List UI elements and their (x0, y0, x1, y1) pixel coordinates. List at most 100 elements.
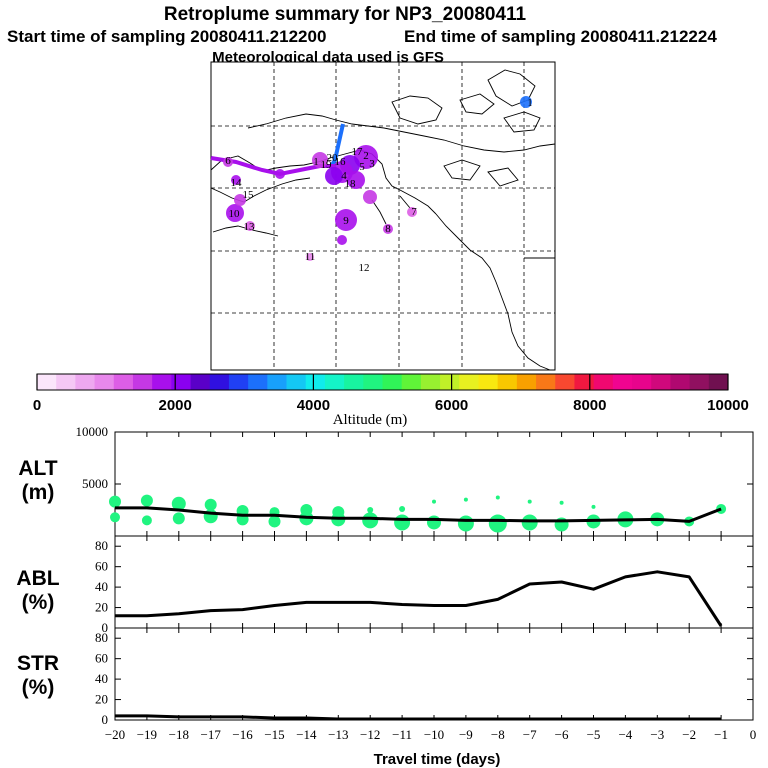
day-label: 17 (352, 146, 364, 158)
colorbar-swatch (651, 374, 671, 390)
panel-frame (114, 535, 754, 629)
colorbar-swatch (536, 374, 556, 390)
end-time-label: End time of sampling 20080411.212224 (404, 27, 717, 46)
altitude-scatter-point (591, 504, 596, 509)
altitude-scatter-point (427, 515, 441, 530)
plume-centroid (335, 209, 357, 231)
colorbar-swatch (113, 374, 134, 390)
series-line (115, 506, 722, 523)
altitude-scatter-point (399, 505, 406, 512)
x-tick-label: −16 (232, 727, 253, 742)
panel-label: STR (17, 652, 59, 675)
start-time-label: Start time of sampling 20080411.212200 (7, 27, 326, 46)
x-tick-label: −15 (264, 727, 284, 742)
day-label: 11 (305, 251, 316, 263)
x-tick-label: −19 (137, 727, 157, 742)
day-label: 8 (385, 223, 391, 235)
y-tick-label: 80 (95, 538, 108, 553)
y-tick-label: 60 (95, 559, 108, 574)
altitude-scatter-point (141, 515, 152, 526)
colorbar-swatch (267, 374, 287, 390)
plume-centroids (210, 96, 532, 261)
day-label: 10 (229, 208, 241, 220)
colorbar-swatch (612, 374, 633, 390)
colorbar-swatch (593, 374, 614, 390)
map-coastlines (210, 69, 556, 371)
colorbar-swatch (689, 374, 710, 390)
plume-centroid (223, 157, 233, 167)
altitude-scatter-point (394, 514, 411, 531)
altitude-scatter-point (457, 515, 474, 532)
series-line (115, 714, 722, 721)
x-tick-label: −4 (618, 727, 632, 742)
plume-centroid (407, 207, 417, 217)
colorbar-tick-label: 4000 (297, 397, 330, 414)
x-tick-label: −6 (555, 727, 569, 742)
x-tick-label: −9 (459, 727, 473, 742)
plume-centroid (306, 253, 314, 261)
abl-panel: 0 20 40 60 80 ABL(%) (16, 535, 754, 635)
x-tick-label: −2 (682, 727, 696, 742)
colorbar-swatch (555, 374, 575, 390)
colorbar-label: Altitude (m) (333, 412, 408, 428)
day-label: 4 (341, 170, 347, 182)
day-label: 2 (363, 150, 369, 162)
panel-frame (114, 627, 754, 721)
plume-centroid (383, 224, 393, 234)
day-label: 9 (343, 215, 349, 227)
colorbar-swatch (574, 374, 595, 390)
colorbar-swatch (459, 374, 479, 390)
altitude-scatter-point (140, 494, 153, 507)
altitude-scatter-point (432, 499, 436, 504)
day-label: 7 (411, 206, 417, 218)
panel-unit: (%) (22, 676, 55, 699)
altitude-colorbar (36, 373, 729, 391)
x-tick-label: −3 (650, 727, 664, 742)
x-tick-label: −14 (296, 727, 317, 742)
colorbar-swatch (190, 374, 211, 390)
altitude-scatter-point (172, 512, 185, 525)
colorbar-swatch (497, 374, 518, 390)
altitude-scatter-point (109, 495, 121, 508)
colorbar-swatch (75, 374, 95, 390)
plume-centroid (231, 175, 241, 185)
colorbar-swatch (171, 374, 191, 390)
plume-centroid (337, 235, 347, 245)
x-tick-label: −12 (360, 727, 380, 742)
y-tick-label: 40 (95, 671, 108, 686)
day-label: 13 (244, 221, 256, 233)
y-tick-label: 40 (95, 579, 108, 594)
y-tick-label: 0 (102, 712, 109, 727)
panel-label: ALT (18, 457, 57, 480)
day-label: 16 (335, 156, 347, 168)
day-label: 6 (225, 155, 231, 167)
x-tick-label: −13 (328, 727, 348, 742)
colorbar-tick-label: 10000 (707, 397, 749, 414)
colorbar-swatch (344, 374, 364, 390)
x-tick-label: −18 (169, 727, 189, 742)
plume-centroid (363, 190, 377, 204)
plume-centroid (354, 145, 378, 169)
altitude-scatter-point (268, 515, 281, 528)
x-axis-label: Travel time (days) (374, 751, 501, 768)
plume-centroid (347, 171, 365, 189)
colorbar-swatch (37, 374, 57, 390)
colorbar-swatch (363, 374, 383, 390)
colorbar-swatch (382, 374, 403, 390)
y-tick-label: 60 (95, 651, 108, 666)
colorbar-swatch (478, 374, 499, 390)
colorbar-tick-label: 6000 (435, 397, 468, 414)
colorbar-swatch (305, 374, 326, 390)
colorbar-swatch (228, 374, 249, 390)
colorbar-ticks: 0 2000 4000 6000 8000 10000 (33, 374, 749, 414)
colorbar-swatch (132, 374, 153, 390)
x-tick-label: −20 (105, 727, 125, 742)
colorbar-swatch (632, 374, 652, 390)
x-tick-label: −7 (523, 727, 537, 742)
altitude-scatter-point (367, 507, 374, 513)
plume-centroid (312, 152, 328, 168)
x-tick-label: −1 (714, 727, 728, 742)
day-label: 12 (359, 262, 370, 274)
